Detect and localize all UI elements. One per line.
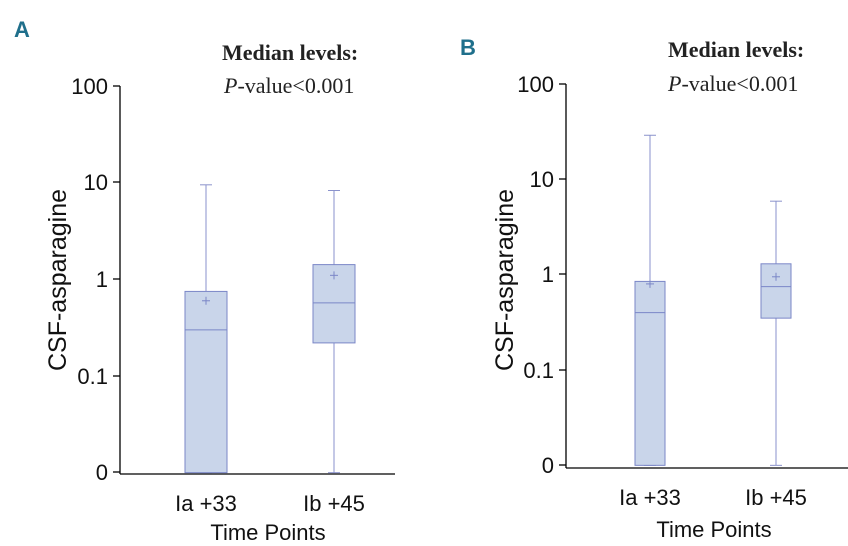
y-axis-title: CSF-asparagine [491,189,519,371]
annotation-pvalue: P-value<0.001 [667,71,798,96]
y-tick-label: 100 [517,72,554,97]
panel-a: A Median levels: P-value<0.001 100 10 1 0.1 0 Ia… [14,17,395,545]
y-tick-label: 10 [84,170,108,195]
annotation-title: Median levels: [668,37,804,62]
annotation-p-rest: -value<0.001 [681,71,798,96]
y-tick-label: 0.1 [77,364,108,389]
x-axis-title: Time Points [656,517,771,542]
annotation-p-italic: P [223,73,237,98]
y-tick-label: 1 [96,267,108,292]
panel-label: A [14,17,30,42]
y-tick-label: 0 [96,460,108,485]
y-tick-label: 0.1 [523,358,554,383]
y-tick-label: 1 [542,262,554,287]
annotation-p-italic: P [667,71,681,96]
x-axis-title: Time Points [210,520,325,545]
annotation-title: Median levels: [222,40,358,65]
y-tick-label: 100 [71,74,108,99]
box-iqr [760,263,792,319]
panel-b: B Median levels: P-value<0.001 100 10 1 0.1 0 Ia… [460,35,848,542]
box-iqr [634,280,666,466]
x-tick-label: Ia +33 [175,491,237,516]
y-tick-label: 0 [542,453,554,478]
x-tick-label: Ia +33 [619,485,681,510]
y-axis-title: CSF-asparagine [44,189,72,371]
panel-label: B [460,35,476,60]
y-tick-label: 10 [530,167,554,192]
x-tick-label: Ib +45 [745,485,807,510]
x-tick-label: Ib +45 [303,491,365,516]
box-iqr [184,290,228,474]
annotation-pvalue: P-value<0.001 [223,73,354,98]
annotation-p-rest: -value<0.001 [237,73,354,98]
